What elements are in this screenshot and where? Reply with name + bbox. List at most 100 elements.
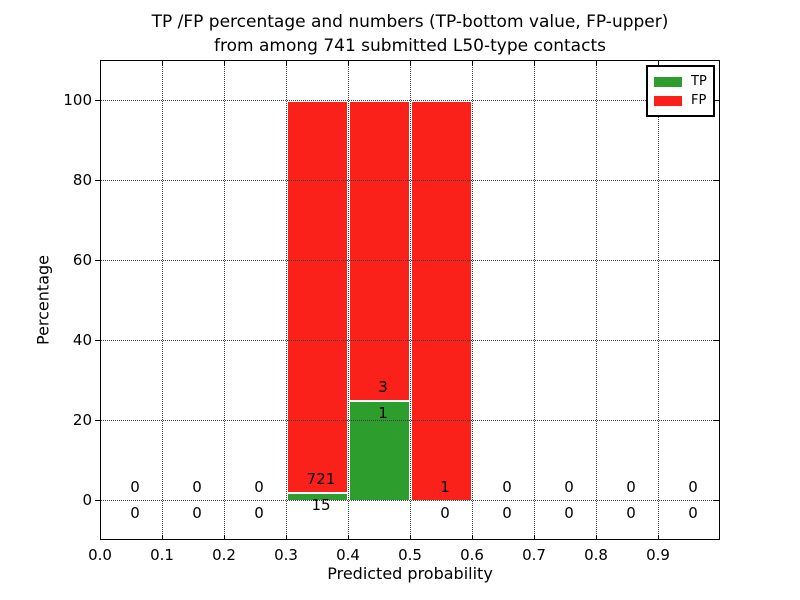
- x-axis-label: Predicted probability: [327, 564, 493, 583]
- horizontal-gridline: [100, 260, 720, 261]
- y-tickmark: [95, 180, 100, 181]
- x-tick-label: 0.6: [460, 546, 484, 564]
- y-tickmark: [95, 420, 100, 421]
- fp-bar-segment: [287, 100, 347, 492]
- fp-count-label: 0: [192, 478, 202, 496]
- x-tickmark-top: [596, 61, 597, 66]
- tp-count-label: 0: [192, 504, 202, 522]
- y-tickmark-right: [714, 420, 719, 421]
- x-tickmark-top: [410, 61, 411, 66]
- tp-count-label: 0: [626, 504, 636, 522]
- horizontal-gridline: [100, 500, 720, 501]
- x-tick-label: 0.1: [150, 546, 174, 564]
- fp-bar-segment: [349, 100, 409, 400]
- x-tick-label: 0.3: [274, 546, 298, 564]
- tp-count-label: 0: [688, 504, 698, 522]
- vertical-gridline: [596, 60, 597, 540]
- fp-count-label: 0: [130, 478, 140, 496]
- horizontal-gridline: [100, 340, 720, 341]
- fp-bar-segment: [411, 100, 471, 500]
- y-tick-label: 40: [72, 331, 92, 349]
- x-tickmark-top: [472, 61, 473, 66]
- x-tick-label: 0.8: [584, 546, 608, 564]
- vertical-gridline: [224, 60, 225, 540]
- chart-title-line1: TP /FP percentage and numbers (TP-bottom…: [151, 12, 669, 32]
- y-tickmark: [95, 340, 100, 341]
- x-tickmark: [348, 535, 349, 540]
- x-tickmark: [410, 535, 411, 540]
- y-tickmark-right: [714, 340, 719, 341]
- fp-count-label: 3: [378, 378, 388, 396]
- x-tickmark-top: [658, 61, 659, 66]
- fp-color-swatch: [654, 95, 682, 106]
- y-tickmark-right: [714, 100, 719, 101]
- fp-count-label: 1: [440, 478, 450, 496]
- fp-count-label: 0: [254, 478, 264, 496]
- horizontal-gridline: [100, 100, 720, 101]
- fp-count-label: 0: [502, 478, 512, 496]
- fp-count-label: 0: [564, 478, 574, 496]
- x-tickmark-top: [224, 61, 225, 66]
- y-tickmark-right: [714, 500, 719, 501]
- x-tickmark: [658, 535, 659, 540]
- legend-label-fp: FP: [691, 93, 707, 108]
- y-tick-label: 60: [72, 251, 92, 269]
- x-tickmark: [162, 535, 163, 540]
- tp-count-label: 1: [378, 404, 388, 422]
- legend-label-tp: TP: [691, 74, 707, 89]
- tp-count-label: 0: [502, 504, 512, 522]
- fp-count-label: 0: [688, 478, 698, 496]
- vertical-gridline: [534, 60, 535, 540]
- horizontal-gridline: [100, 420, 720, 421]
- y-tick-label: 80: [72, 171, 92, 189]
- x-tickmark: [224, 535, 225, 540]
- tp-bar-segment: [349, 400, 409, 500]
- x-tick-label: 0.5: [398, 546, 422, 564]
- y-tickmark: [95, 500, 100, 501]
- x-tickmark-top: [348, 61, 349, 66]
- fp-count-label: 0: [626, 478, 636, 496]
- vertical-gridline: [162, 60, 163, 540]
- tp-count-label: 0: [130, 504, 140, 522]
- y-tickmark: [95, 260, 100, 261]
- vertical-gridline: [348, 60, 349, 540]
- vertical-gridline: [410, 60, 411, 540]
- tp-count-label: 0: [440, 504, 450, 522]
- x-tick-label: 0.4: [336, 546, 360, 564]
- y-tick-label: 100: [63, 91, 92, 109]
- x-tickmark: [534, 535, 535, 540]
- y-tickmark-right: [714, 180, 719, 181]
- x-tick-label: 0.2: [212, 546, 236, 564]
- tp-count-label: 0: [564, 504, 574, 522]
- x-tickmark: [596, 535, 597, 540]
- x-tick-label: 0.7: [522, 546, 546, 564]
- horizontal-gridline: [100, 180, 720, 181]
- vertical-gridline: [472, 60, 473, 540]
- x-tick-label: 0.0: [88, 546, 112, 564]
- x-tickmark-top: [100, 61, 101, 66]
- tp-color-swatch: [654, 76, 682, 87]
- chart-title: TP /FP percentage and numbers (TP-bottom…: [100, 10, 720, 58]
- x-tickmark-top: [534, 61, 535, 66]
- tp-count-label: 15: [311, 495, 331, 514]
- tp-count-label: 0: [254, 504, 264, 522]
- y-tick-label: 0: [82, 491, 92, 509]
- vertical-gridline: [286, 60, 287, 540]
- legend-item-fp: FP: [654, 91, 706, 110]
- fp-count-label: 721: [306, 469, 336, 488]
- y-tick-label: 20: [72, 411, 92, 429]
- legend-item-tp: TP: [654, 72, 707, 91]
- vertical-gridline: [658, 60, 659, 540]
- legend: TP FP: [646, 65, 715, 117]
- y-tickmark: [95, 100, 100, 101]
- x-tick-label: 0.9: [646, 546, 670, 564]
- x-tickmark: [286, 535, 287, 540]
- x-tickmark: [100, 535, 101, 540]
- x-tickmark-top: [162, 61, 163, 66]
- x-tickmark: [472, 535, 473, 540]
- y-tickmark-right: [714, 260, 719, 261]
- chart-title-line2: from among 741 submitted L50-type contac…: [214, 36, 606, 56]
- x-tickmark-top: [286, 61, 287, 66]
- tp-bar-segment: [287, 491, 347, 500]
